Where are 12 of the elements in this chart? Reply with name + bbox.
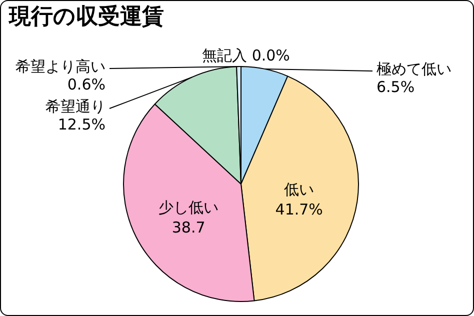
data-label: 6.5% xyxy=(376,78,415,96)
category-label: 無記入 0.0% xyxy=(202,46,290,64)
slice-label: 極めて低い xyxy=(376,60,452,78)
data-label: 41.7% xyxy=(275,200,323,219)
slice-label: 低い xyxy=(284,180,314,199)
data-label: 12.5% xyxy=(58,115,106,134)
data-label: 38.7 xyxy=(172,218,206,236)
data-label: 0.6% xyxy=(67,75,106,94)
slice-label: 希望通り xyxy=(46,97,106,116)
slice-label: 少し低い xyxy=(158,198,219,216)
chart-title: 現行の収受運賃 xyxy=(8,4,164,30)
slice-label: 希望より高い xyxy=(16,57,106,76)
